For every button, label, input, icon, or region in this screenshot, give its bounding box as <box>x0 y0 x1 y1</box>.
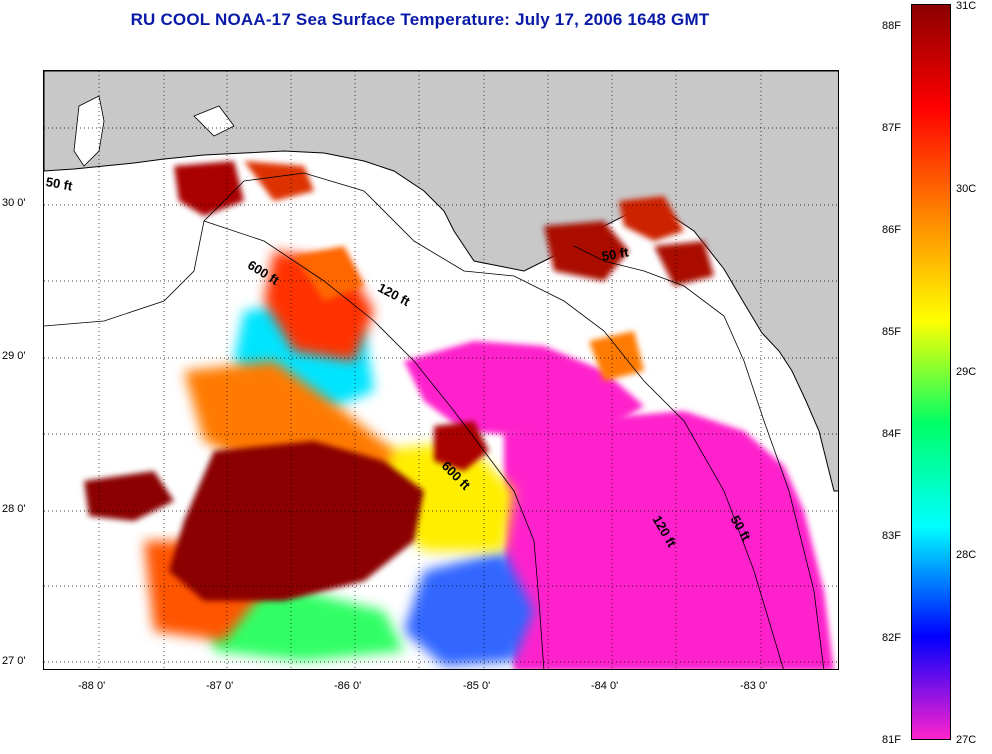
sst-map-canvas <box>44 71 838 669</box>
y-tick-label: 30 0' <box>2 197 26 209</box>
y-tick-label: 29 0' <box>2 350 26 362</box>
y-tick-label: 28 0' <box>2 503 26 515</box>
colorbar-f-label: 87F <box>882 122 901 134</box>
temperature-colorbar <box>911 4 951 740</box>
map-title: RU COOL NOAA-17 Sea Surface Temperature:… <box>130 10 710 29</box>
x-tick-label: -83 0' <box>740 680 768 692</box>
x-tick-label: -86 0' <box>334 680 362 692</box>
colorbar-f-label: 81F <box>882 734 901 746</box>
colorbar-f-label: 85F <box>882 326 901 338</box>
colorbar-f-label: 84F <box>882 428 901 440</box>
colorbar-f-label: 86F <box>882 224 901 236</box>
x-tick-label: -85 0' <box>463 680 491 692</box>
sst-field <box>84 161 834 669</box>
colorbar-c-label: 27C <box>956 734 977 746</box>
colorbar-f-label: 83F <box>882 530 901 542</box>
colorbar-c-label: 31C <box>956 0 977 12</box>
x-tick-label: -87 0' <box>206 680 234 692</box>
colorbar-f-label: 82F <box>882 632 901 644</box>
bay-water <box>193 105 235 137</box>
grid-lines <box>44 71 838 669</box>
colorbar-f-label: 88F <box>882 20 901 32</box>
x-tick-label: -84 0' <box>591 680 619 692</box>
colorbar-c-label: 29C <box>956 366 977 378</box>
depth-contours <box>44 172 825 669</box>
x-tick-label: -88 0' <box>78 680 106 692</box>
colorbar-c-label: 28C <box>956 549 977 561</box>
sst-map: 50 ft 600 ft 120 ft 600 ft 50 ft 120 ft … <box>43 70 839 670</box>
colorbar-c-label: 30C <box>956 183 977 195</box>
y-tick-label: 27 0' <box>2 655 26 667</box>
land-mass <box>44 71 838 492</box>
